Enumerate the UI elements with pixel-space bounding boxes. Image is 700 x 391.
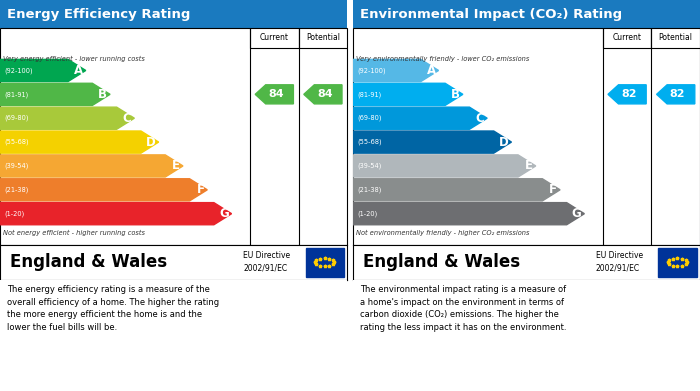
- Text: (81-91): (81-91): [357, 91, 382, 98]
- Bar: [299, 28, 347, 48]
- Text: 84: 84: [268, 89, 284, 99]
- Polygon shape: [353, 131, 512, 153]
- Text: F: F: [197, 183, 204, 196]
- Text: C: C: [122, 112, 132, 125]
- Text: (69-80): (69-80): [4, 115, 29, 122]
- Text: A: A: [427, 64, 436, 77]
- Text: Not environmentally friendly - higher CO₂ emissions: Not environmentally friendly - higher CO…: [356, 230, 530, 236]
- Text: A: A: [74, 64, 83, 77]
- Text: Very energy efficient - lower running costs: Very energy efficient - lower running co…: [4, 56, 146, 63]
- Polygon shape: [353, 179, 560, 201]
- Text: G: G: [219, 207, 229, 220]
- Polygon shape: [0, 179, 207, 201]
- Text: EU Directive
2002/91/EC: EU Directive 2002/91/EC: [243, 251, 290, 272]
- Text: The environmental impact rating is a measure of
a home's impact on the environme: The environmental impact rating is a mea…: [360, 285, 566, 332]
- Text: Not energy efficient - higher running costs: Not energy efficient - higher running co…: [4, 230, 146, 236]
- Text: Energy Efficiency Rating: Energy Efficiency Rating: [7, 7, 190, 21]
- Text: B: B: [451, 88, 460, 101]
- Bar: [658, 248, 696, 277]
- Polygon shape: [0, 203, 232, 225]
- Text: EU Directive
2002/91/EC: EU Directive 2002/91/EC: [596, 251, 643, 272]
- Polygon shape: [256, 85, 293, 104]
- Text: Environmental Impact (CO₂) Rating: Environmental Impact (CO₂) Rating: [360, 7, 622, 21]
- Text: (21-38): (21-38): [4, 187, 29, 193]
- Bar: [305, 248, 344, 277]
- Polygon shape: [353, 59, 439, 82]
- Polygon shape: [304, 85, 342, 104]
- Text: B: B: [98, 88, 107, 101]
- Text: D: D: [499, 136, 509, 149]
- Text: (81-91): (81-91): [4, 91, 29, 98]
- Text: (92-100): (92-100): [357, 67, 386, 74]
- Text: E: E: [172, 160, 180, 172]
- Text: Very environmentally friendly - lower CO₂ emissions: Very environmentally friendly - lower CO…: [356, 56, 530, 63]
- Text: England & Wales: England & Wales: [363, 253, 520, 271]
- Text: 84: 84: [317, 89, 332, 99]
- Text: Potential: Potential: [306, 33, 340, 42]
- Text: Current: Current: [260, 33, 289, 42]
- Text: (1-20): (1-20): [357, 210, 377, 217]
- Text: D: D: [146, 136, 156, 149]
- Polygon shape: [0, 59, 86, 82]
- Text: 82: 82: [670, 89, 685, 99]
- Polygon shape: [0, 107, 134, 129]
- Bar: [603, 28, 652, 48]
- Text: The energy efficiency rating is a measure of the
overall efficiency of a home. T: The energy efficiency rating is a measur…: [7, 285, 219, 332]
- Text: Current: Current: [612, 33, 642, 42]
- Polygon shape: [353, 83, 463, 106]
- Text: Potential: Potential: [659, 33, 693, 42]
- Text: (55-68): (55-68): [4, 139, 29, 145]
- Text: (39-54): (39-54): [357, 163, 382, 169]
- Text: G: G: [572, 207, 582, 220]
- Text: C: C: [475, 112, 484, 125]
- Text: (92-100): (92-100): [4, 67, 33, 74]
- Polygon shape: [0, 131, 159, 153]
- Text: (21-38): (21-38): [357, 187, 382, 193]
- Text: F: F: [550, 183, 557, 196]
- Text: (69-80): (69-80): [357, 115, 382, 122]
- Text: (1-20): (1-20): [4, 210, 25, 217]
- Polygon shape: [657, 85, 695, 104]
- Polygon shape: [353, 203, 584, 225]
- Polygon shape: [0, 83, 110, 106]
- Polygon shape: [608, 85, 646, 104]
- Bar: [250, 28, 299, 48]
- Polygon shape: [353, 107, 487, 129]
- Text: 82: 82: [621, 89, 637, 99]
- Polygon shape: [0, 155, 183, 177]
- Bar: [652, 28, 700, 48]
- Polygon shape: [353, 155, 536, 177]
- Text: E: E: [525, 160, 533, 172]
- Text: England & Wales: England & Wales: [10, 253, 167, 271]
- Text: (55-68): (55-68): [357, 139, 382, 145]
- Text: (39-54): (39-54): [4, 163, 29, 169]
